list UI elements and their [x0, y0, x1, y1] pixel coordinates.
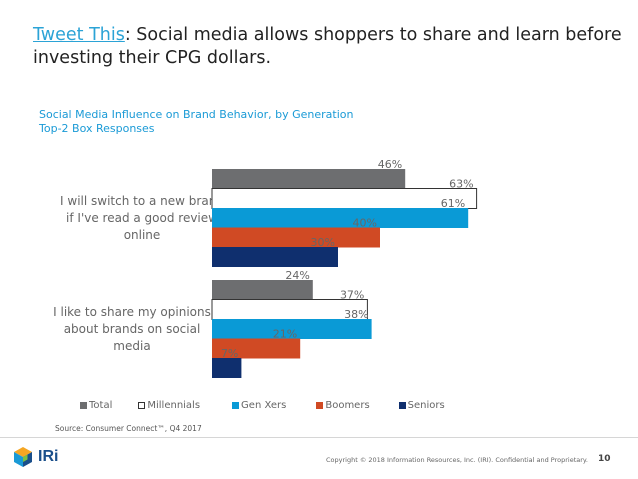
legend-label-boomers: Boomers	[325, 399, 370, 411]
data-label-seniors-0: 30%	[311, 236, 335, 249]
legend-item-seniors: Seniors	[398, 399, 445, 411]
data-label-boomers-1: 21%	[273, 328, 297, 341]
legend-swatch-gen-xers	[232, 401, 240, 409]
data-label-gen-xers-1: 38%	[344, 308, 368, 321]
legend-swatch-seniors	[398, 401, 406, 409]
chart-subtitle: Top-2 Box Responses	[39, 122, 155, 135]
legend-label-total: Total	[89, 399, 113, 411]
data-label-millennials-1: 37%	[340, 289, 364, 302]
data-label-gen-xers-0: 61%	[441, 197, 465, 210]
tweet-this-link[interactable]: Tweet This	[33, 25, 125, 45]
page-number: 10	[598, 454, 611, 464]
source-note: Source: Consumer Connect™, Q4 2017	[55, 424, 202, 433]
bar-total-1	[212, 280, 313, 300]
data-label-total-0: 46%	[378, 158, 402, 171]
legend-label-gen-xers: Gen Xers	[241, 399, 287, 411]
bar-gen-xers-1	[212, 319, 372, 339]
bar-seniors-0	[212, 247, 338, 267]
legend-swatch-millennials	[138, 401, 146, 409]
iri-logo: IRi	[12, 446, 58, 468]
category-label-0: I will switch to a new brand if I've rea…	[60, 194, 224, 242]
legend-item-total: Total	[80, 400, 112, 411]
slide-headline: Tweet This: Social media allows shoppers…	[33, 24, 623, 70]
bar-boomers-1	[212, 338, 301, 359]
bar-boomers-0	[212, 227, 380, 248]
legend-swatch-boomers	[316, 401, 324, 409]
chart-title: Social Media Influence on Brand Behavior…	[39, 108, 354, 121]
chart-legend: Total Millennials Gen Xers Boomers Senio…	[80, 398, 445, 412]
footer-divider	[0, 437, 638, 438]
data-label-seniors-1: 7%	[221, 347, 238, 360]
chart-titles: Social Media Influence on Brand Behavior…	[39, 108, 353, 136]
bar-gen-xers-0	[212, 208, 469, 228]
data-label-millennials-0: 63%	[449, 178, 473, 191]
iri-logo-icon	[14, 447, 32, 467]
bar-seniors-1	[212, 358, 242, 378]
bar-chart: 46% 63% 61% 40% 30% 24% 37% 38% 21% 7%	[211, 158, 478, 378]
legend-label-seniors: Seniors	[407, 399, 445, 411]
legend-item-gen-xers: Gen Xers	[232, 400, 286, 411]
copyright-notice: Copyright © 2018 Information Resources, …	[326, 456, 588, 464]
bar-total-0	[212, 169, 406, 189]
legend-item-boomers: Boomers	[316, 399, 370, 411]
data-label-total-1: 24%	[285, 269, 309, 282]
category-label-1: I like to share my opinions about brands…	[53, 305, 211, 353]
bar-millennials-0	[211, 188, 478, 209]
headline-text: : Social media allows shoppers to share …	[33, 25, 622, 68]
legend-swatch-total	[80, 401, 87, 409]
legend-label-millennials: Millennials	[147, 399, 201, 411]
logo-text: IRi	[38, 448, 59, 465]
data-label-boomers-0: 40%	[353, 217, 377, 230]
legend-item-millennials: Millennials	[138, 400, 200, 411]
